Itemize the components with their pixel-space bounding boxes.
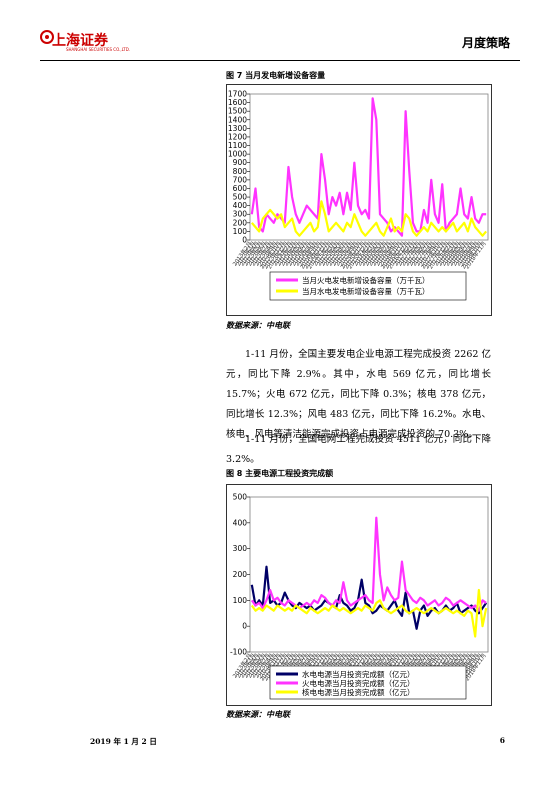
source: 数据来源：中电联 [226, 320, 290, 330]
y-tick-label: 100 [233, 596, 248, 605]
legend-label: 水电电源当月投资完成额（亿元） [302, 669, 415, 679]
y-tick-label: 1500 [228, 107, 247, 116]
y-tick-label: 0 [242, 236, 247, 245]
y-tick-label: 400 [233, 518, 248, 527]
y-tick-label: 1200 [228, 132, 247, 141]
y-tick-label: 1700 [228, 90, 247, 99]
y-tick-label: 100 [233, 227, 248, 236]
figure-title: 图 7 当月发电新增设备容量 [226, 71, 326, 80]
logo-en: SHANGHAI SECURITIES CO.,LTD. [66, 47, 131, 52]
y-tick-label: 1600 [228, 98, 247, 107]
section-title: 月度策略 [461, 36, 510, 50]
y-tick-label: 700 [233, 175, 248, 184]
legend-box [269, 271, 467, 301]
y-tick-label: -100 [230, 648, 247, 657]
y-tick-label: 500 [233, 193, 248, 202]
y-tick-label: 300 [233, 210, 248, 219]
source: 数据来源：中电联 [226, 709, 290, 719]
y-tick-label: 400 [233, 201, 248, 210]
y-tick-label: 600 [233, 184, 248, 193]
paragraph: 1-11 月份，全国主要发电企业电源工程完成投资 2262 亿元，同比下降 2.… [226, 349, 491, 440]
paragraph: 1-11 月份，全国电网工程完成投资 4511 亿元，同比下降 3.2%。 [226, 434, 491, 465]
y-tick-label: 500 [233, 493, 248, 502]
header-rule [40, 60, 520, 61]
plot-area [249, 496, 489, 653]
chart: -10001002003004005002013年2月2013年3月2013年4… [226, 484, 492, 706]
y-tick-label: 1400 [228, 115, 247, 124]
y-tick-label: 200 [233, 218, 248, 227]
y-tick-label: 1000 [228, 150, 247, 159]
series-line [250, 565, 488, 630]
y-tick-label: 300 [233, 544, 248, 553]
legend-box [269, 665, 467, 700]
page-number: 6 [499, 736, 505, 745]
figure-title: 图 8 主要电源工程投资完成额 [226, 469, 334, 478]
series-line [250, 588, 488, 638]
logo-icon [40, 30, 54, 44]
y-tick-label: 900 [233, 158, 248, 167]
legend-label: 当月火电发电新增设备容量（万千瓦） [302, 275, 430, 285]
legend-label: 核电电源当月投资完成额（亿元） [302, 687, 415, 697]
legend-label: 当月水电发电新增设备容量（万千瓦） [302, 286, 430, 296]
logo: 上海证券 [52, 33, 108, 49]
y-tick-label: 800 [233, 167, 248, 176]
y-tick-label: 1100 [228, 141, 247, 150]
y-tick-label: 200 [233, 570, 248, 579]
series-line [250, 516, 487, 612]
series-line [250, 200, 488, 237]
y-tick-label: 0 [242, 622, 247, 631]
footer-date: 2019 年 1 月 2 日 [90, 737, 157, 746]
legend-label: 火电电源当月投资完成额（亿元） [302, 678, 415, 688]
y-tick-label: 1300 [228, 124, 247, 133]
chart: 0100200300400500600700800900100011001200… [226, 84, 492, 316]
